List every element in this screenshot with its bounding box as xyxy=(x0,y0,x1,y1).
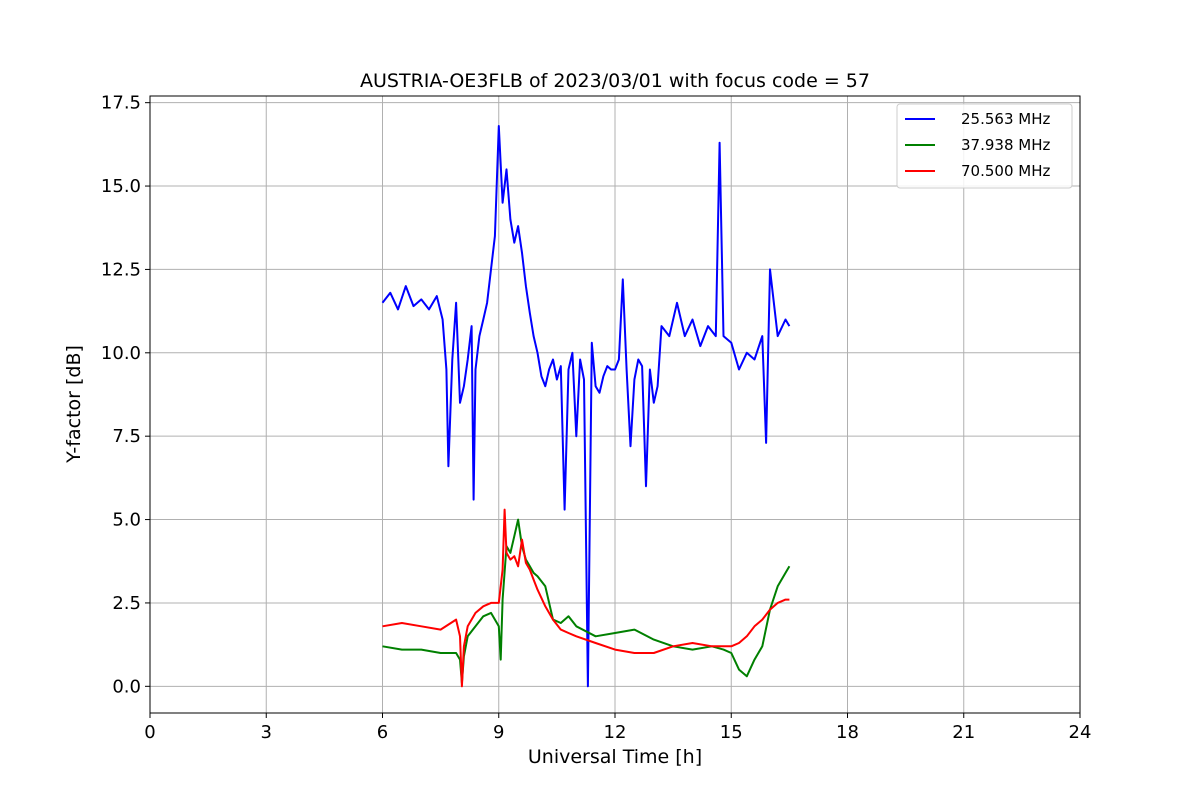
series-layer xyxy=(381,125,791,688)
x-tick-label: 3 xyxy=(261,722,272,743)
x-tick-label: 21 xyxy=(952,722,975,743)
x-tick-label: 9 xyxy=(493,722,504,743)
y-tick-label: 0.0 xyxy=(112,676,141,697)
legend-label: 70.500 MHz xyxy=(961,162,1050,180)
y-tick-label: 2.5 xyxy=(112,593,141,614)
x-tick-label: 15 xyxy=(720,722,743,743)
x-tick-label: 0 xyxy=(144,722,155,743)
y-axis-label: Y-factor [dB] xyxy=(63,345,85,464)
y-tick-label: 7.5 xyxy=(112,426,141,447)
x-axis-label: Universal Time [h] xyxy=(528,746,702,768)
x-tick-label: 12 xyxy=(604,722,627,743)
legend-label: 25.563 MHz xyxy=(961,110,1050,128)
x-tick-label: 24 xyxy=(1069,722,1092,743)
y-tick-label: 10.0 xyxy=(101,343,141,364)
series-line-2 xyxy=(382,518,791,684)
x-tick-label: 6 xyxy=(377,722,388,743)
x-tick-label: 18 xyxy=(836,722,859,743)
series-line-1 xyxy=(381,125,791,688)
tick-layer: 0 3 6 9 12 15 18 21 24 0.0 2.5 5.0 7.5 10.0 12.5 15.0 17… xyxy=(101,93,1092,743)
y-tick-label: 17.5 xyxy=(101,93,141,114)
legend-box xyxy=(896,103,1073,189)
chart-title: AUSTRIA-OE3FLB of 2023/03/01 with focus … xyxy=(360,70,870,92)
y-tick-label: 5.0 xyxy=(112,510,141,531)
y-tick-label: 12.5 xyxy=(101,259,141,280)
legend-label: 37.938 MHz xyxy=(961,136,1050,154)
series-line-3 xyxy=(382,508,790,688)
legend: 25.563 MHz 37.938 MHz 70.500 MHz xyxy=(896,103,1073,189)
y-tick-label: 15.0 xyxy=(101,176,141,197)
